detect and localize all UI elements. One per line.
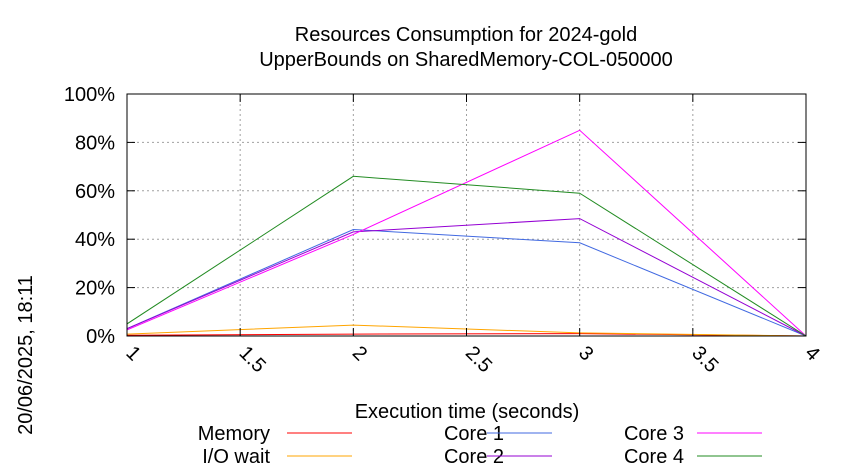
y-tick-label: 20% bbox=[75, 278, 115, 300]
legend-label: Memory bbox=[198, 423, 270, 445]
y-tick-label: 60% bbox=[75, 181, 115, 203]
axis-ticks: 0% 20% 40% 60% 80% 100% 1 1.5 2 2.5 3 3.5 4 bbox=[64, 84, 824, 377]
legend-label: Core 2 bbox=[444, 446, 504, 468]
y-tick-label: 0% bbox=[86, 326, 115, 348]
grid-lines bbox=[127, 94, 806, 336]
timestamp-label: 20/06/2025, 18:11 bbox=[15, 275, 37, 435]
y-tick-label: 80% bbox=[75, 132, 115, 154]
x-tick-label: 2.5 bbox=[461, 342, 496, 377]
y-tick-label: 100% bbox=[64, 84, 115, 106]
chart-subtitle: UpperBounds on SharedMemory-COL-050000 bbox=[259, 49, 673, 71]
x-tick-label: 3 bbox=[574, 342, 597, 365]
series-line-core-2 bbox=[126, 218, 807, 337]
legend-label: Core 3 bbox=[624, 423, 684, 445]
series-line-core-1 bbox=[126, 228, 807, 337]
y-tick-label: 40% bbox=[75, 229, 115, 251]
legend-label: I/O wait bbox=[202, 446, 270, 468]
series-line-core-3 bbox=[126, 129, 807, 337]
legend-label: Core 1 bbox=[444, 423, 504, 445]
x-tick-label: 1 bbox=[121, 342, 144, 365]
x-axis-label: Execution time (seconds) bbox=[355, 401, 580, 423]
x-tick-label: 4 bbox=[800, 342, 823, 365]
x-tick-label: 1.5 bbox=[235, 342, 270, 377]
legend-label: Core 4 bbox=[624, 446, 684, 468]
x-tick-label: 2 bbox=[348, 342, 371, 365]
x-tick-label: 3.5 bbox=[687, 342, 722, 377]
chart-title: Resources Consumption for 2024-gold bbox=[295, 24, 637, 46]
series-line-core-4 bbox=[126, 175, 807, 337]
